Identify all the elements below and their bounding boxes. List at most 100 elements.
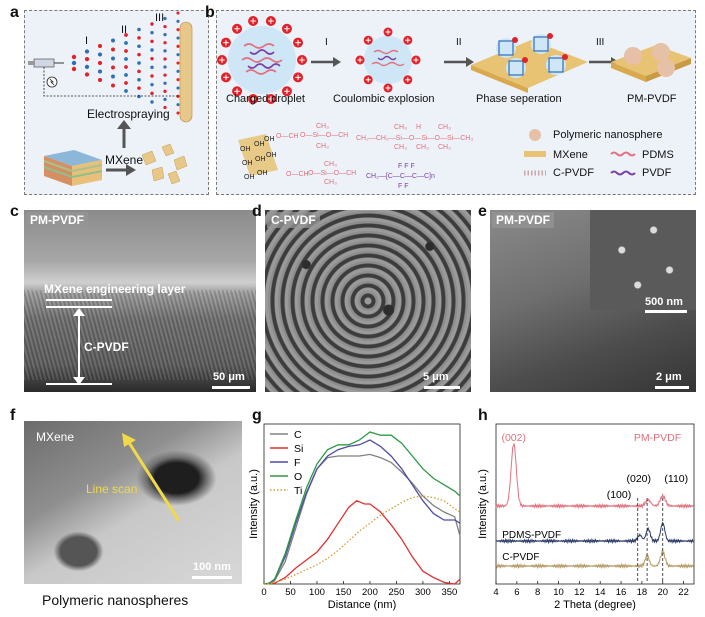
x-tick-label: 22 xyxy=(678,587,689,598)
svg-text:OH: OH xyxy=(242,160,253,167)
stage-label-1: I xyxy=(85,35,89,47)
svg-text:OH: OH xyxy=(266,152,277,159)
thickness-arrow-head-up xyxy=(73,308,85,316)
sem-inset-image xyxy=(590,210,696,310)
x-tick-label: 100 xyxy=(309,587,325,598)
x-axis-label: Distance (nm) xyxy=(328,599,396,611)
x-tick-label: 0 xyxy=(261,587,266,598)
x-tick-label: 50 xyxy=(285,587,296,598)
legend-mxene: MXene xyxy=(553,149,588,161)
svg-text:CH₂—[C—C—C—C]n: CH₂—[C—C—C—C]n xyxy=(366,173,435,180)
series-pdms-pvdf-line xyxy=(495,521,694,545)
panel-f-tag: MXene xyxy=(36,430,75,444)
series-c-line xyxy=(263,453,461,585)
x-tick-label: 350 xyxy=(441,587,457,598)
mxene-layer-marker-2 xyxy=(46,306,112,308)
panel-c-letter: c xyxy=(10,203,19,220)
svg-text:CH₂—CH₂—Si—O—Si—O—Si—CH₃: CH₂—CH₂—Si—O—Si—O—Si—CH₃ xyxy=(356,135,473,142)
svg-text:CH₃: CH₃ xyxy=(438,144,451,151)
series-c-pvdf-line xyxy=(495,549,694,570)
panel-c-scale-text: 50 μm xyxy=(213,371,245,383)
xrd-chart: 4 6 8 10 12 14 16 18 20 22 2 Theta (degree) Intensi… xyxy=(477,423,695,611)
thickness-arrow xyxy=(78,310,80,382)
y-axis-label: Intensity (a.u.) xyxy=(477,469,489,539)
panel-e-letter: e xyxy=(478,203,487,220)
mxene-layer-marker xyxy=(46,299,112,301)
svg-text:F F F: F F F xyxy=(398,163,415,170)
panel-e-scale-bar xyxy=(655,386,689,389)
legend-label-si: Si xyxy=(294,443,303,455)
svg-text:OH: OH xyxy=(264,136,275,143)
mxene-engineering-layer-label: MXene engineering layer xyxy=(44,282,186,296)
panel-b-letter: b xyxy=(205,4,215,21)
x-tick-label: 20 xyxy=(657,587,668,598)
electrospraying-caption: Electrospraying xyxy=(87,107,170,121)
x-tick-label: 200 xyxy=(362,587,378,598)
plot-frame xyxy=(263,423,461,585)
sem-c-pvdf-image xyxy=(265,210,471,392)
legend-pvdf: PVDF xyxy=(642,167,672,179)
x-tick-label: 10 xyxy=(553,587,564,598)
svg-text:H: H xyxy=(416,124,421,131)
svg-text:O—Si—O—CH: O—Si—O—CH xyxy=(300,132,348,139)
panel-d-tag: C-PVDF xyxy=(267,212,320,228)
x-tick-label: 6 xyxy=(514,587,519,598)
svg-text:CH₃: CH₃ xyxy=(316,143,329,150)
panel-e-tag: PM-PVDF xyxy=(492,212,554,228)
svg-text:CH₃: CH₃ xyxy=(438,124,451,131)
svg-text:F F: F F xyxy=(398,183,409,190)
svg-text:CH₃: CH₃ xyxy=(316,123,329,130)
legend-label-c: C xyxy=(294,429,302,441)
series-si-line xyxy=(263,500,461,585)
arrow-label-3: III xyxy=(596,37,605,48)
series-o-line xyxy=(263,431,461,585)
line-scan-arrow xyxy=(122,433,181,522)
x-tick-label: 18 xyxy=(637,587,648,598)
plot-frame xyxy=(495,423,695,585)
svg-text:CH₃: CH₃ xyxy=(324,161,337,168)
panel-d-scale-text: 5 μm xyxy=(423,371,449,383)
x-tick-label: 16 xyxy=(616,587,627,598)
stage-label-3: III xyxy=(155,12,165,24)
y-axis-label: Intensity (a.u.) xyxy=(248,469,260,539)
svg-text:OH: OH xyxy=(240,146,251,153)
x-tick-label: 250 xyxy=(389,587,405,598)
svg-text:O—Si—O—CH: O—Si—O—CH xyxy=(308,170,356,177)
panel-h-letter: h xyxy=(478,407,488,424)
x-tick-label: 300 xyxy=(415,587,431,598)
svg-text:CH₃: CH₃ xyxy=(416,144,429,151)
annotation-110: (110) xyxy=(664,473,688,485)
svg-text:CH₃: CH₃ xyxy=(394,144,407,151)
annotation-020: (020) xyxy=(627,473,652,485)
legend-nanosphere: Polymeric nanosphere xyxy=(553,129,663,141)
mxene-label-a: MXene xyxy=(105,153,144,167)
panel-a-letter: a xyxy=(10,4,19,21)
panel-f-caption: Polymeric nanospheres xyxy=(42,592,189,608)
series-label-pdms-pvdf: PDMS-PVDF xyxy=(502,530,561,541)
thickness-arrow-head-down xyxy=(73,377,85,385)
step-label-pm-pvdf: PM-PVDF xyxy=(627,93,677,105)
x-tick-label: 4 xyxy=(493,587,498,598)
panel-f-letter: f xyxy=(10,407,16,424)
panel-f-scale-bar xyxy=(192,576,232,579)
svg-text:OH: OH xyxy=(257,170,268,177)
panel-e-scale-text: 2 μm xyxy=(656,371,682,383)
svg-text:CH₃: CH₃ xyxy=(324,179,337,186)
x-tick-label: 14 xyxy=(595,587,606,598)
series-label-c-pvdf: C-PVDF xyxy=(502,552,539,563)
series-f-line xyxy=(263,439,461,585)
arrow-label-2: II xyxy=(456,37,462,48)
legend-label-ti: Ti xyxy=(294,485,302,497)
series-pm-pvdf-line xyxy=(495,442,694,510)
legend-pdms: PDMS xyxy=(642,149,674,161)
svg-text:OH: OH xyxy=(254,141,265,148)
legend-label-f: F xyxy=(294,457,300,469)
series-label-pm-pvdf: PM-PVDF xyxy=(634,432,681,444)
c-pvdf-label: C-PVDF xyxy=(84,340,129,354)
eds-line-scan-chart: 0 50 100 150 200 250 300 350 Distance (nm) Intens… xyxy=(248,423,461,611)
x-tick-label: 150 xyxy=(336,587,352,598)
panel-c-tag: PM-PVDF xyxy=(26,212,88,228)
panel-e-inset-scale-bar xyxy=(645,310,687,313)
panel-g-letter: g xyxy=(252,407,262,424)
